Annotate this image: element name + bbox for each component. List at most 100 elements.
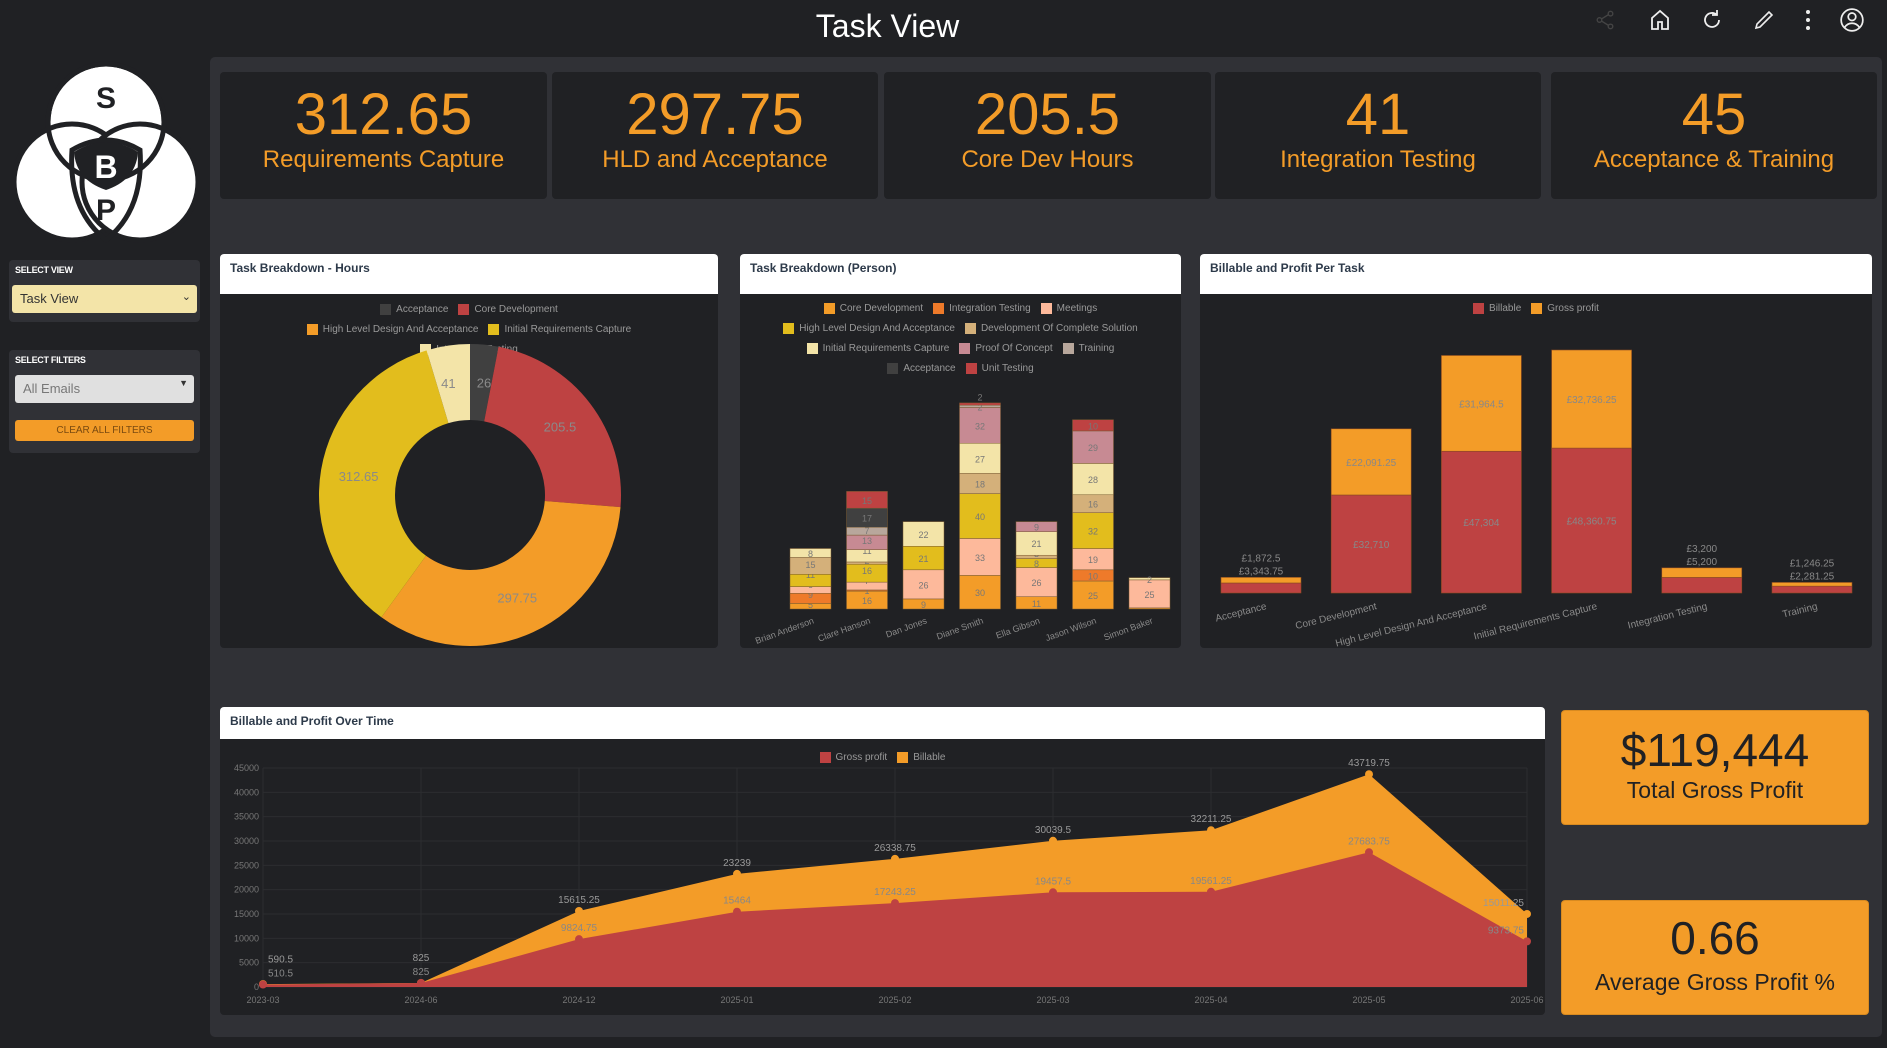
segment-value-label: 8 [808,549,813,559]
legend-item[interactable]: Initial Requirements Capture [488,320,631,338]
legend-item[interactable]: Training [1062,339,1114,357]
y-axis-label: 5000 [239,958,259,968]
bar-segment [959,538,1001,576]
x-axis-label: 2025-03 [1036,995,1069,1005]
kpi-value: 297.75 [626,82,804,147]
data-point [1049,888,1057,897]
legend-label: Meetings [1056,302,1098,314]
y-axis-label: 40000 [234,787,259,797]
home-button[interactable] [1646,6,1674,34]
user-button[interactable] [1838,6,1866,34]
bar-segment [1551,349,1632,449]
x-axis-label: 2025-06 [1510,995,1543,1005]
chart-legend: Core Development Integration Testing Meeti… [781,299,1141,377]
legend-swatch [806,342,818,354]
segment-value-label: 10 [1088,421,1098,431]
share-button[interactable] [1591,6,1619,34]
legend-item[interactable]: Gross profit [1531,299,1599,317]
slice-value-label: 312.65 [339,469,379,484]
legend-item[interactable]: Meetings [1040,299,1098,317]
legend-item[interactable]: Acceptance [380,300,448,318]
data-point [891,899,899,908]
area-gross-profit [263,852,1527,987]
sbp-logo: S B P [12,61,200,244]
legend-item[interactable]: Core Development [458,300,558,318]
refresh-button[interactable] [1698,6,1726,34]
segment-value-label: 21 [918,554,928,564]
x-axis-label: 2025-04 [1194,995,1227,1005]
point-value-label: 26338.75 [874,843,916,854]
select-view-label: SELECT VIEW [15,265,73,275]
legend-item[interactable]: Acceptance [887,359,956,377]
bar-segment [1330,494,1412,594]
segment-value-label: 28 [1088,475,1098,485]
kpi-label: HLD and Acceptance [602,146,828,173]
segment-value-label: 17 [862,514,872,524]
average-gross-profit-value: 0.66 [1670,912,1760,964]
data-point [1049,836,1057,845]
segment-value-label: 10 [1088,571,1098,581]
page-title: Task View [815,8,960,44]
point-value-label: 27683.75 [1348,836,1390,847]
legend-item[interactable]: Integration Testing [933,299,1031,317]
more-button[interactable] [1794,6,1822,34]
legend-label: High Level Design And Acceptance [799,322,955,334]
bar-value-label: £47,304 [1463,518,1500,529]
x-axis-label: Diane Smith [935,615,984,641]
legend-swatch [488,323,500,335]
legend-item[interactable]: High Level Design And Acceptance [783,319,955,337]
panel-title: Task Breakdown - Hours [220,254,718,294]
y-axis-label: 30000 [234,836,259,846]
x-axis-label: Training [1781,601,1818,620]
segment-value-label: 7 [864,526,869,536]
home-icon [1651,9,1669,30]
select-view-dropdown[interactable]: Task View ⌄ [12,285,197,313]
bar-segment [1128,577,1171,581]
legend-item[interactable]: Proof Of Concept [959,339,1053,357]
panel-title: Billable and Profit Per Task [1200,254,1872,294]
email-filter-dropdown[interactable]: All Emails ▼ [15,375,194,403]
x-axis-label: Acceptance [1214,601,1268,624]
billable-profit-per-task-panel: Billable and Profit Per Task Billable Gro… [1200,254,1872,648]
segment-value-label: 21 [1031,539,1041,549]
data-point [259,980,267,989]
kpi-card: 45 Acceptance & Training [1551,72,1877,199]
total-gross-profit-label: Total Gross Profit [1626,777,1804,803]
x-axis-label: Brian Anderson [754,615,815,645]
legend-item[interactable]: Core Development [823,299,923,317]
legend-swatch [380,303,392,315]
data-point [1523,909,1531,918]
select-view-section: SELECT VIEW Task View ⌄ [9,260,200,322]
legend-swatch [959,342,971,354]
kpi-value: 41 [1345,82,1411,147]
legend-swatch [897,751,909,763]
data-point [733,907,741,916]
select-filters-section: SELECT FILTERS All Emails ▼ CLEAR ALL FI… [9,350,200,453]
data-point [1207,826,1215,835]
segment-value-label: 33 [975,553,985,563]
legend-item[interactable]: Billable [897,748,945,766]
legend-item[interactable]: Unit Testing [965,359,1034,377]
legend-item[interactable]: Gross profit [819,748,887,766]
legend-item[interactable]: High Level Design And Acceptance [306,320,478,338]
segment-value-label: 8 [1034,559,1039,569]
average-gross-profit-label: Average Gross Profit % [1595,969,1835,995]
segment-value-label: 25 [1088,591,1098,601]
segment-value-label: 2 [977,402,982,412]
data-point [575,935,583,944]
y-axis-label: 45000 [234,763,259,773]
legend-item[interactable]: Initial Requirements Capture [806,339,949,357]
bar-value-label: £5,200 [1687,557,1718,568]
clear-all-filters-button[interactable]: CLEAR ALL FILTERS [15,420,194,441]
more-vertical-icon [1806,10,1810,30]
legend-item[interactable]: Billable [1473,299,1521,317]
legend-label: Gross profit [1547,302,1599,314]
point-value-label: 43719.75 [1348,758,1390,769]
legend-item[interactable]: Development Of Complete Solution [964,319,1138,337]
bar-value-label: £1,246.25 [1790,558,1835,569]
segment-value-label: 18 [975,480,985,490]
edit-button[interactable] [1750,6,1778,34]
point-value-label: 15464 [723,896,751,907]
legend-label: Integration Testing [949,302,1031,314]
legend-swatch [306,323,318,335]
